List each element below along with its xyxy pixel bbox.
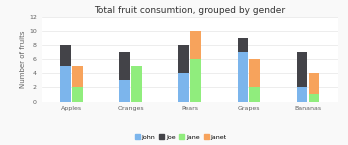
Y-axis label: Number of fruits: Number of fruits bbox=[20, 31, 26, 88]
Bar bbox=[60, 45, 71, 66]
Bar bbox=[250, 87, 260, 102]
Bar bbox=[119, 52, 130, 80]
Bar bbox=[179, 45, 189, 74]
Bar bbox=[297, 52, 307, 87]
Bar bbox=[72, 66, 82, 87]
Bar bbox=[297, 87, 307, 102]
Bar bbox=[131, 66, 142, 101]
Title: Total fruit consumtion, grouped by gender: Total fruit consumtion, grouped by gende… bbox=[94, 6, 285, 15]
Bar bbox=[190, 59, 201, 102]
Bar bbox=[60, 66, 71, 101]
Bar bbox=[238, 52, 248, 102]
Bar bbox=[250, 59, 260, 87]
Bar bbox=[309, 95, 319, 102]
Bar bbox=[309, 74, 319, 95]
Bar bbox=[238, 38, 248, 52]
Bar bbox=[72, 87, 82, 102]
Bar bbox=[179, 74, 189, 102]
Legend: John, Joe, Jane, Janet: John, Joe, Jane, Janet bbox=[132, 132, 229, 142]
Bar bbox=[190, 31, 201, 59]
Bar bbox=[119, 80, 130, 102]
